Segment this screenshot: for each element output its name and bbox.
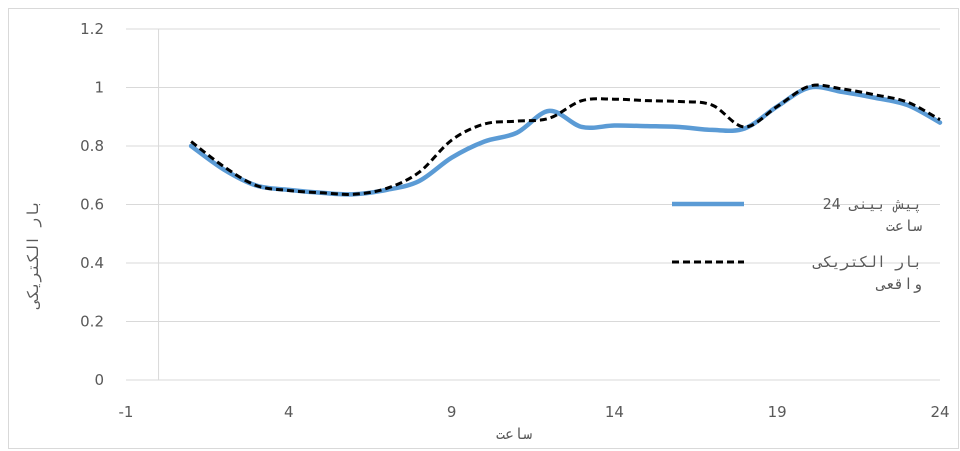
- legend-label-forecast: ساعت: [886, 217, 922, 235]
- x-tick-label: 4: [284, 403, 294, 421]
- legend: پیش بینی 24 ساعت بار الکتریکی واقعی: [672, 195, 922, 293]
- y-tick-label: 0.6: [80, 196, 104, 214]
- chart-border: [8, 8, 959, 449]
- x-tick-label: 9: [447, 403, 457, 421]
- x-tick-label: 24: [930, 403, 949, 421]
- y-tick-label: 0.4: [80, 254, 104, 272]
- series-forecast-line: [188, 84, 943, 197]
- series-actual-line: [190, 83, 941, 196]
- y-tick-label: 0: [94, 371, 104, 389]
- x-tick-label: 14: [605, 403, 624, 421]
- legend-label-actual: بار الکتریکی: [812, 253, 922, 271]
- legend-label-actual: واقعی: [875, 275, 922, 293]
- series-lines: [188, 83, 943, 197]
- x-axis-title: ساعت: [496, 425, 532, 443]
- legend-label-forecast: پیش بینی 24: [823, 195, 922, 214]
- gridlines: [126, 28, 940, 322]
- axes: [126, 29, 940, 381]
- tick-labels: 0 0.2 0.4 0.6 0.8 1 1.2 -1 4 9 14 19 24: [80, 20, 949, 421]
- x-tick-label: 19: [768, 403, 787, 421]
- y-axis-title: بار الکتریکی: [24, 200, 42, 310]
- y-tick-label: 0.2: [80, 313, 104, 331]
- y-tick-label: 1.2: [80, 20, 104, 38]
- y-tick-label: 1: [94, 79, 104, 97]
- x-tick-label: -1: [119, 403, 134, 421]
- y-tick-label: 0.8: [80, 137, 104, 155]
